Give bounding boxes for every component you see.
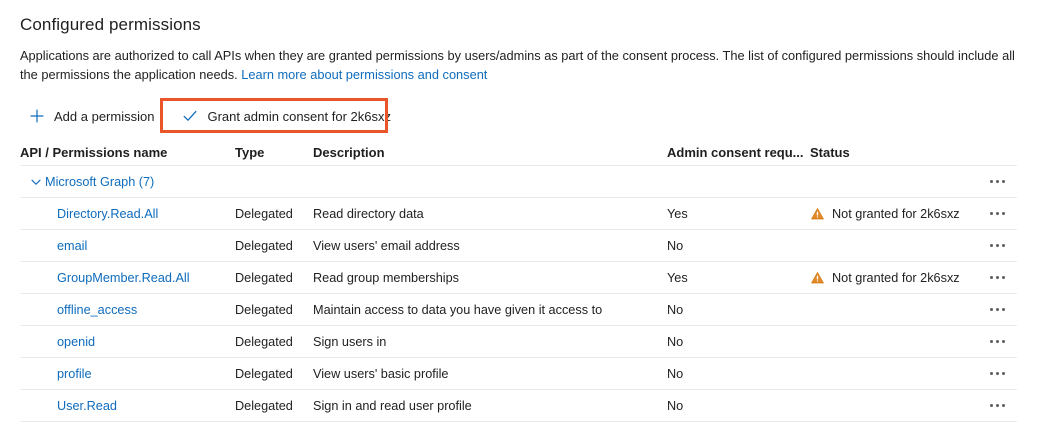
column-header-status: Status — [810, 145, 850, 160]
add-a-permission-button[interactable]: Add a permission — [20, 100, 162, 132]
table-row[interactable]: GroupMember.Read.All Delegated Read grou… — [20, 262, 1017, 294]
row-menu-cell — [977, 266, 1017, 290]
admin-consent-required: No — [667, 302, 684, 317]
more-options-icon[interactable] — [983, 170, 1011, 194]
admin-consent-required: No — [667, 238, 684, 253]
permission-description: View users' basic profile — [313, 366, 449, 381]
permission-name-link[interactable]: Directory.Read.All — [57, 206, 159, 221]
learn-more-link[interactable]: Learn more about permissions and consent — [241, 67, 488, 82]
row-menu-cell — [977, 394, 1017, 418]
admin-consent-required: No — [667, 334, 684, 349]
permission-description: View users' email address — [313, 238, 460, 253]
admin-consent-required: No — [667, 398, 684, 413]
permission-type: Delegated — [235, 206, 293, 221]
permission-description: Maintain access to data you have given i… — [313, 302, 603, 317]
table-row[interactable]: profile Delegated View users' basic prof… — [20, 358, 1017, 390]
row-menu-cell — [977, 202, 1017, 226]
permission-name-link[interactable]: profile — [57, 366, 92, 381]
admin-consent-required: No — [667, 366, 684, 381]
row-menu-cell — [977, 330, 1017, 354]
table-row[interactable]: email Delegated View users' email addres… — [20, 230, 1017, 262]
row-menu-cell — [977, 298, 1017, 322]
permission-type: Delegated — [235, 302, 293, 317]
more-options-icon[interactable] — [983, 266, 1011, 290]
group-name-cell: Microsoft Graph (7) — [20, 175, 235, 189]
table-row[interactable]: User.Read Delegated Sign in and read use… — [20, 390, 1017, 422]
permissions-table: API / Permissions name Type Description … — [20, 140, 1017, 422]
more-options-icon[interactable] — [983, 394, 1011, 418]
admin-consent-required: Yes — [667, 270, 688, 285]
column-header-admin-consent: Admin consent requ... — [667, 145, 804, 160]
more-options-icon[interactable] — [983, 330, 1011, 354]
permission-type: Delegated — [235, 366, 293, 381]
permission-type: Delegated — [235, 334, 293, 349]
permission-type: Delegated — [235, 270, 293, 285]
permission-description: Read group memberships — [313, 270, 459, 285]
row-menu-cell — [977, 234, 1017, 258]
checkmark-icon — [181, 107, 199, 125]
table-group-row-microsoft-graph[interactable]: Microsoft Graph (7) — [20, 166, 1017, 198]
permission-name-link[interactable]: openid — [57, 334, 96, 349]
column-header-type: Type — [235, 145, 265, 160]
row-menu-cell — [977, 362, 1017, 386]
permission-name-link[interactable]: User.Read — [57, 398, 117, 413]
plus-icon — [28, 107, 46, 125]
group-menu-cell — [977, 170, 1017, 194]
column-header-description: Description — [313, 145, 385, 160]
permission-description: Sign in and read user profile — [313, 398, 472, 413]
table-row[interactable]: openid Delegated Sign users in No — [20, 326, 1017, 358]
warning-icon — [810, 206, 825, 221]
status-cell: Not granted for 2k6sxz — [810, 270, 977, 285]
section-description-text: Applications are authorized to call APIs… — [20, 48, 1015, 82]
group-label-text: Microsoft Graph (7) — [45, 174, 155, 189]
permission-description: Read directory data — [313, 206, 424, 221]
chevron-down-icon — [29, 175, 43, 189]
warning-icon — [810, 270, 825, 285]
add-a-permission-label: Add a permission — [54, 108, 155, 124]
table-header-row: API / Permissions name Type Description … — [20, 140, 1017, 166]
grant-admin-consent-label: Grant admin consent for 2k6sxz — [207, 108, 391, 124]
admin-consent-required: Yes — [667, 206, 688, 221]
permission-type: Delegated — [235, 398, 293, 413]
page-title: Configured permissions — [20, 15, 201, 34]
table-row[interactable]: offline_access Delegated Maintain access… — [20, 294, 1017, 326]
permission-type: Delegated — [235, 238, 293, 253]
permission-name-link[interactable]: offline_access — [57, 302, 138, 317]
more-options-icon[interactable] — [983, 298, 1011, 322]
permission-name-link[interactable]: GroupMember.Read.All — [57, 270, 190, 285]
grant-admin-consent-button[interactable]: Grant admin consent for 2k6sxz — [173, 100, 399, 132]
section-description: Applications are authorized to call APIs… — [20, 46, 1016, 84]
status-cell: Not granted for 2k6sxz — [810, 206, 977, 221]
command-bar: Add a permission Grant admin consent for… — [20, 100, 399, 132]
table-row[interactable]: Directory.Read.All Delegated Read direct… — [20, 198, 1017, 230]
more-options-icon[interactable] — [983, 362, 1011, 386]
column-header-api-permissions-name: API / Permissions name — [20, 145, 168, 160]
permission-name-link[interactable]: email — [57, 238, 88, 253]
status-text: Not granted for 2k6sxz — [832, 206, 960, 221]
group-toggle[interactable]: Microsoft Graph (7) — [20, 175, 235, 189]
permission-description: Sign users in — [313, 334, 387, 349]
more-options-icon[interactable] — [983, 202, 1011, 226]
more-options-icon[interactable] — [983, 234, 1011, 258]
status-text: Not granted for 2k6sxz — [832, 270, 960, 285]
